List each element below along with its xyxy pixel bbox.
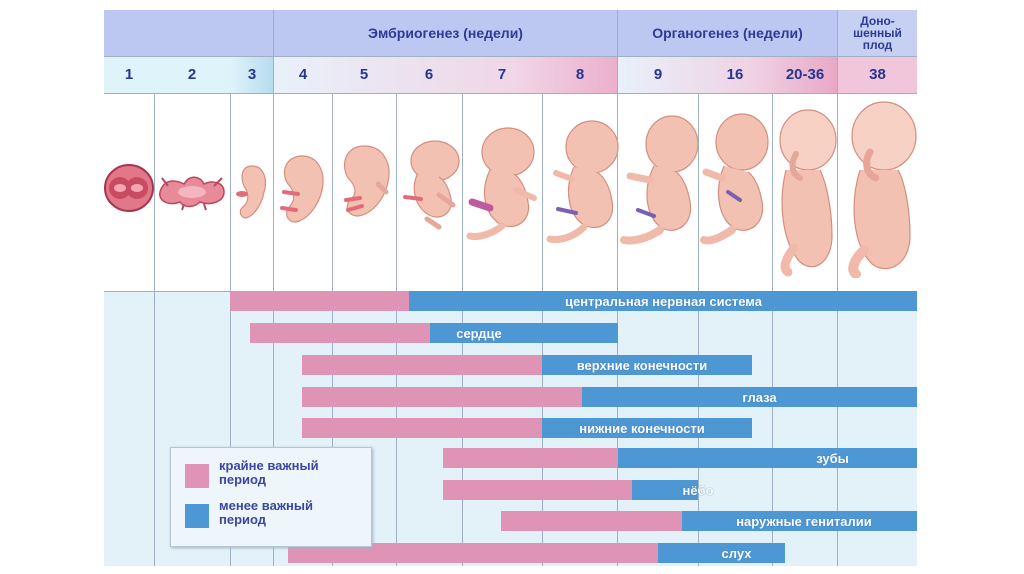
bar-label-cns: центральная нервная система: [565, 293, 762, 309]
less-critical-period-segment: [582, 387, 917, 407]
bar-label-teeth: зубы: [816, 450, 849, 466]
embryo-week6-illustration: [399, 135, 463, 231]
embryo-week4-illustration: [276, 150, 330, 230]
grid-line: [230, 93, 231, 566]
fullterm-title-line-1: Доно-: [860, 14, 895, 28]
grid-line: [617, 10, 618, 566]
legend: крайне важный период менее важный период: [170, 447, 372, 547]
bar-label-heart: сердце: [456, 325, 502, 341]
bar-external-genitalia: наружные гениталии: [501, 511, 917, 531]
fetal-development-chart: Эмбриогенез (недели) Органогенез (недели…: [104, 10, 917, 566]
header-blank: [104, 10, 273, 56]
critical-period-segment: [302, 418, 542, 438]
bar-label-hearing: слух: [721, 545, 752, 561]
fetus-full-term-illustration: [842, 98, 917, 278]
header-organogenesis: [618, 10, 837, 56]
legend-critical-line-2: период: [219, 472, 267, 487]
week-label: 7: [497, 66, 507, 83]
bar-hearing: слух: [288, 543, 785, 563]
embryo-week5-illustration: [334, 140, 396, 226]
grid-line: [837, 10, 838, 566]
less-critical-period-segment: [430, 323, 618, 343]
bar-label-upper-limbs: верхние конечности: [576, 357, 708, 373]
fullterm-title-line-2: шенный: [853, 26, 902, 40]
less-critical-period-segment: [542, 355, 752, 375]
bar-label-lower-limbs: нижние конечности: [579, 420, 705, 436]
critical-period-segment: [501, 511, 682, 531]
legend-less-critical-swatch: [185, 504, 209, 528]
week-label: 5: [359, 66, 369, 83]
bar-lower-limbs: нижние конечности: [302, 418, 752, 438]
less-critical-period-segment: [682, 511, 917, 531]
embryonic-disc-illustration: [154, 168, 230, 212]
legend-less-critical-line-1: менее важный: [219, 498, 313, 513]
embryo-week8-illustration: [544, 115, 620, 245]
critical-period-segment: [250, 323, 430, 343]
bar-label-external-genitalia: наружные гениталии: [736, 513, 872, 529]
fetus-week9-illustration: [620, 110, 698, 250]
week-label: 16: [726, 66, 744, 83]
week-label: 9: [653, 66, 663, 83]
week-label: 1: [124, 66, 134, 83]
week-label: 4: [298, 66, 308, 83]
bar-cns: центральная нервная система: [230, 291, 917, 311]
bar-upper-limbs: верхние конечности: [302, 355, 752, 375]
less-critical-period-segment: [542, 418, 752, 438]
week-label: 6: [424, 66, 434, 83]
critical-period-segment: [302, 387, 582, 407]
less-critical-period-segment: [409, 291, 917, 311]
critical-period-segment: [443, 480, 632, 500]
week-label: 3: [247, 66, 257, 83]
legend-critical-line-1: крайне важный: [219, 458, 319, 473]
grid-line: [273, 10, 274, 566]
critical-period-segment: [302, 355, 542, 375]
fullterm-title: Доно- шенный плод: [838, 10, 917, 56]
critical-period-segment: [443, 448, 618, 468]
week-label: 20-36: [785, 66, 825, 83]
critical-period-segment: [230, 291, 409, 311]
embryo-week7-illustration: [464, 120, 542, 244]
week-label: 8: [575, 66, 585, 83]
grid-line: [772, 93, 773, 566]
fullterm-title-line-3: плод: [862, 38, 893, 52]
less-critical-period-segment: [658, 543, 785, 563]
legend-less-critical-line-2: период: [219, 512, 267, 527]
bar-heart: сердце: [250, 323, 618, 343]
bar-label-palate: нёбо: [682, 482, 714, 498]
week-row-gradient-a: [230, 56, 274, 93]
less-critical-period-segment: [632, 480, 698, 500]
bar-teeth: зубы: [443, 448, 917, 468]
week-row-gradient-c: [618, 56, 837, 93]
week-label: 38: [869, 66, 886, 83]
bar-label-eyes: глаза: [742, 389, 777, 405]
embryogenesis-title: Эмбриогенез (недели): [368, 25, 523, 41]
separator-line: [104, 93, 917, 94]
legend-critical-label: крайне важный период: [219, 459, 319, 487]
week-row-gradient-d: [838, 56, 917, 93]
legend-critical-swatch: [185, 464, 209, 488]
embryo-week3-illustration: [234, 162, 272, 222]
week-row-gradient-b: [274, 56, 617, 93]
separator-line: [104, 56, 917, 57]
header-embryogenesis: [274, 10, 617, 56]
critical-period-segment: [288, 543, 658, 563]
header-fullterm: [838, 10, 917, 56]
organogenesis-title: Органогенез (недели): [652, 25, 803, 41]
grid-line: [698, 93, 699, 566]
bar-palate: нёбо: [443, 480, 714, 500]
less-critical-period-segment: [618, 448, 917, 468]
zygote-illustration: [104, 160, 154, 216]
legend-less-critical-label: менее важный период: [219, 499, 313, 527]
fetus-week16-illustration: [700, 110, 772, 250]
fetus-week20-36-illustration: [774, 108, 838, 278]
grid-line: [154, 93, 155, 566]
bar-eyes: глаза: [302, 387, 917, 407]
week-label: 2: [187, 66, 197, 83]
